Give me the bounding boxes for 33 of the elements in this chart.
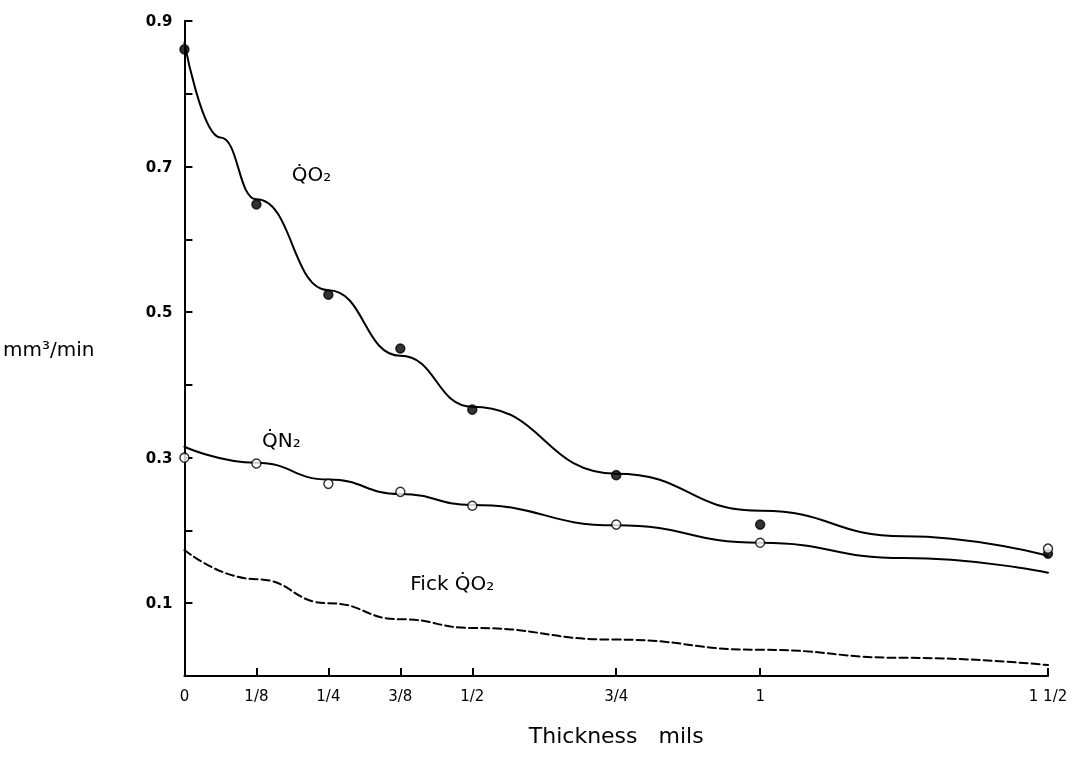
point — [754, 519, 766, 530]
y-tick-label: 0.9 — [145, 12, 173, 30]
x-tick-label: 1/4 — [316, 686, 341, 705]
point — [323, 478, 334, 490]
y-tick-label: 0.3 — [145, 448, 173, 467]
point — [1042, 543, 1054, 554]
y-tick-label: 0.1 — [145, 594, 173, 613]
x-tick-label: 3/4 — [604, 686, 629, 705]
y-tick-label: 0.7 — [145, 157, 173, 176]
x-tick-label: 1/8 — [244, 686, 269, 705]
y-tick-label: 0.5 — [145, 303, 173, 322]
series-label: Q̇N₂ — [262, 427, 301, 452]
point — [610, 519, 622, 530]
y-axis-title: mm³/min — [3, 336, 95, 361]
x-tick-label: 1 1/2 — [1028, 686, 1068, 705]
point — [395, 486, 406, 498]
point — [251, 458, 262, 469]
x-tick-label: 1/2 — [460, 686, 485, 705]
x-tick-label: 0 — [179, 686, 190, 705]
point — [179, 452, 190, 463]
x-axis-title: Thickness mils — [527, 722, 704, 748]
point — [467, 500, 478, 511]
point — [323, 289, 334, 300]
x-tick-label: 3/8 — [388, 686, 413, 705]
point — [610, 469, 622, 481]
x-tick-label: 1 — [755, 686, 765, 705]
point — [395, 343, 406, 354]
series-label: Q̇O₂ — [291, 162, 332, 187]
series-label: Fick Q̇O₂ — [410, 570, 495, 595]
point — [179, 44, 190, 55]
point — [251, 199, 262, 210]
point — [467, 404, 478, 415]
point — [754, 537, 766, 549]
